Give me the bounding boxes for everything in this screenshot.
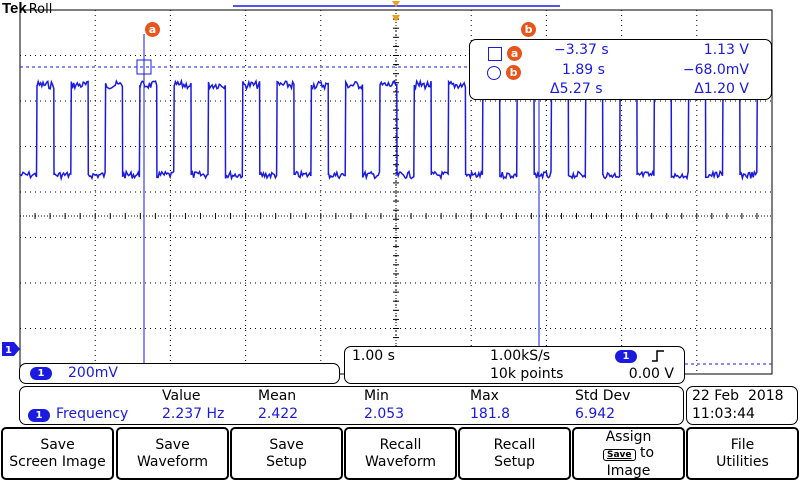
softkey-label: Save: [155, 436, 190, 453]
save-waveform-button[interactable]: Save Waveform: [116, 427, 229, 480]
header-min: Min: [364, 388, 389, 404]
trigger-channel-badge: 1: [615, 350, 637, 363]
recall-waveform-button[interactable]: Recall Waveform: [344, 427, 457, 480]
channel-1-waveform: [19, 78, 773, 182]
save-setup-button[interactable]: Save Setup: [230, 427, 343, 480]
cursor-a-row: a: [488, 43, 523, 62]
cursor-b-badge: b: [506, 65, 522, 80]
measurement-value: 2.237 Hz: [162, 406, 225, 422]
header-mean: Mean: [258, 388, 297, 404]
channel-1-trace: [19, 78, 773, 182]
measurement-min: 2.053: [364, 406, 405, 422]
tek-logo: Tek: [2, 0, 27, 17]
cursor-a-marker[interactable]: a: [145, 22, 160, 37]
sample-rate: 1.00kS/s: [490, 348, 551, 364]
header-value: Value: [162, 388, 201, 404]
trigger-position-icon[interactable]: [392, 1, 400, 7]
cursor-a-value: 1.13 V: [703, 42, 749, 58]
softkey-label: Utilities: [716, 453, 769, 470]
save-key-icon: Save: [602, 448, 636, 461]
measurement-max: 181.8: [470, 406, 511, 422]
cursor-delta-time: Δ5.27 s: [550, 81, 603, 97]
softkey-label: Waveform: [364, 453, 437, 470]
channel-1-ground-label: 1: [5, 345, 12, 356]
channel-1-badge: 1: [30, 367, 52, 380]
softkey-label: Recall: [493, 436, 536, 453]
acquisition-mode: Roll: [28, 2, 53, 17]
header-std-dev: Std Dev: [575, 388, 631, 404]
brand-status: Tek Roll: [2, 0, 52, 17]
measurement-name: Frequency: [56, 406, 129, 422]
markers: 1: [2, 1, 772, 365]
cursor-delta-value: Δ1.20 V: [694, 81, 749, 97]
cursor-b-row: b: [487, 62, 522, 81]
softkey-label: Setup: [266, 453, 307, 470]
cursor-a-badge: a: [507, 46, 523, 61]
expansion-point-icon: [392, 15, 400, 22]
timebase: 1.00 s: [352, 348, 395, 364]
horizontal-trigger-box[interactable]: 1.00 s 1.00kS/s 10k points 1 0.00 V: [344, 346, 685, 384]
header-max: Max: [470, 388, 499, 404]
save-screen-image-button[interactable]: Save Screen Image: [1, 427, 114, 480]
softkey-label: Image: [606, 462, 651, 479]
softkey-label: Assign: [605, 428, 652, 445]
recall-setup-button[interactable]: Recall Setup: [458, 427, 571, 480]
measurement-std-dev: 6.942: [575, 406, 616, 422]
channel-1-ground-marker[interactable]: [2, 342, 20, 356]
datetime-box: 22 Feb 2018 11:03:44: [686, 386, 798, 425]
softkey-label: Waveform: [136, 453, 209, 470]
date: 22 Feb 2018: [692, 388, 784, 404]
cursor-a-time: −3.37 s: [554, 42, 609, 58]
measurement-box[interactable]: Value Mean Min Max Std Dev 1 Frequency 2…: [19, 386, 684, 425]
cursor-b-time: 1.89 s: [562, 62, 605, 78]
cursor-b-value: −68.0mV: [682, 62, 749, 78]
cursor-readout: a −3.37 s 1.13 V b 1.89 s −68.0mV Δ5.27 …: [469, 39, 772, 100]
softkey-label: Setup: [494, 453, 535, 470]
softkey-label: Save to: [574, 445, 683, 463]
softkey-label: Recall: [379, 436, 422, 453]
softkey-bar: Save Screen Image Save Waveform Save Set…: [0, 427, 800, 480]
measurement-mean: 2.422: [258, 406, 299, 422]
softkey-label: to: [639, 444, 655, 461]
time: 11:03:44: [692, 406, 755, 422]
square-icon: [488, 46, 502, 61]
softkey-label: Screen Image: [9, 453, 106, 470]
softkey-label: Save: [269, 436, 304, 453]
circle-icon: [487, 65, 501, 80]
assign-save-to-image-button[interactable]: Assign Save to Image: [572, 427, 685, 480]
file-utilities-button[interactable]: File Utilities: [686, 427, 799, 480]
trigger-level: 0.00 V: [628, 366, 674, 382]
channel-1-scale: 200mV: [68, 365, 118, 381]
cursor-b-marker[interactable]: b: [521, 22, 536, 37]
softkey-label: Save: [40, 436, 75, 453]
rising-edge-icon: [652, 350, 664, 362]
measurement-channel-badge: 1: [28, 409, 50, 422]
record-length: 10k points: [490, 366, 564, 382]
channel-scale-box[interactable]: 1 200mV: [19, 363, 340, 384]
softkey-label: File: [730, 436, 755, 453]
cursor-a-square-marker: [136, 59, 152, 75]
